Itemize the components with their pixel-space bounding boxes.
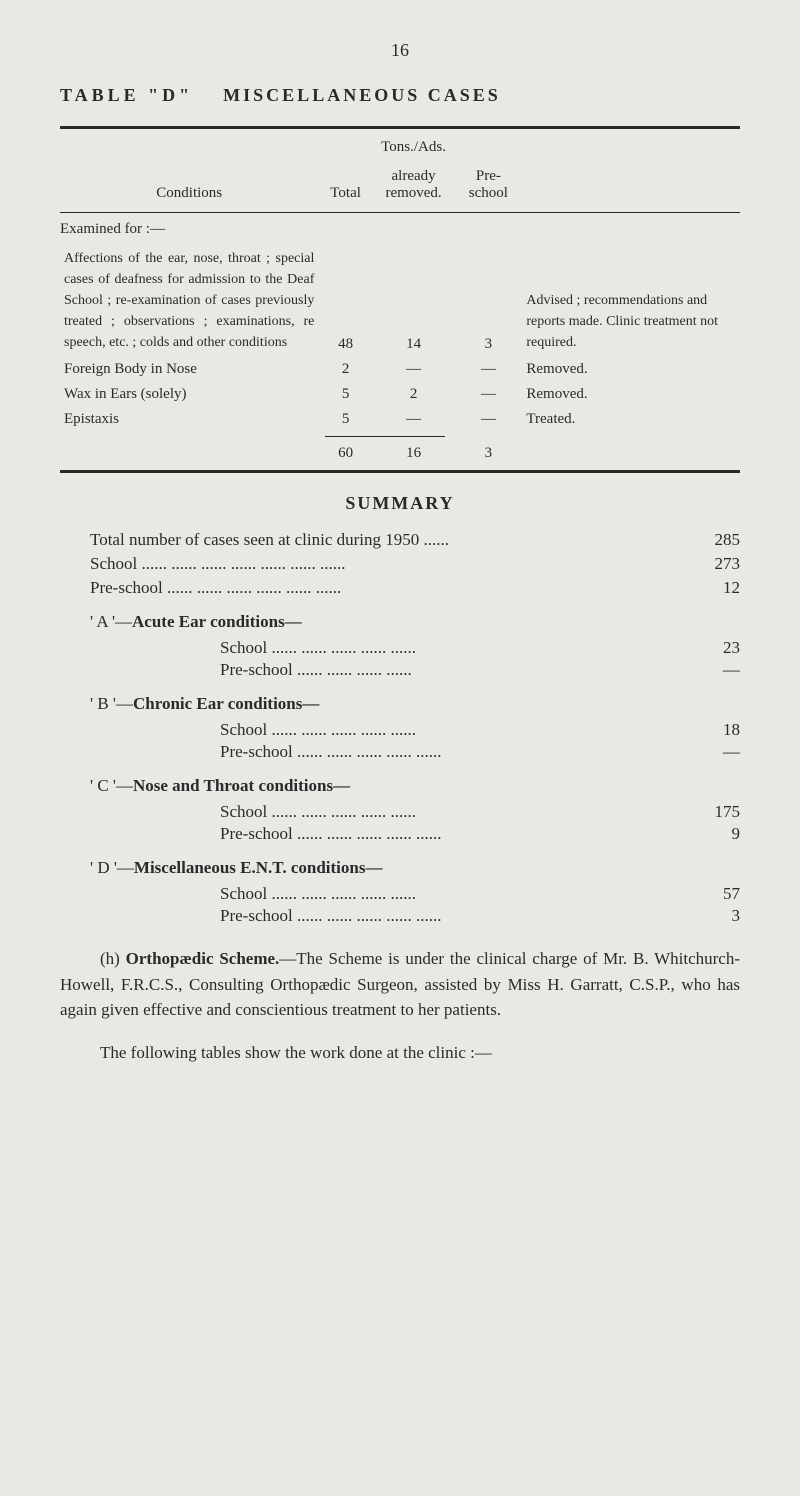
orthopaedic-paragraph: (h) Orthopædic Scheme.—The Scheme is und… [60, 946, 740, 1023]
cat-bold: Miscellaneous E.N.T. conditions— [134, 858, 383, 877]
summary-value: 12 [680, 578, 740, 598]
examined-for-label: Examined for :— [60, 221, 740, 238]
sub-value: — [680, 742, 740, 762]
cat-bold: Chronic Ear conditions— [133, 694, 319, 713]
sub-value: 23 [680, 638, 740, 658]
cell-total: 5 [318, 382, 372, 407]
sub-line: School ...... ...... ...... ...... .....… [60, 884, 740, 904]
cat-prefix: ' B '— [90, 694, 133, 713]
cell-tons-sum: 16 [373, 441, 455, 466]
sub-label: School ...... ...... ...... ...... .....… [220, 802, 680, 822]
closing-paragraph: The following tables show the work done … [60, 1040, 740, 1066]
header-total: Total [318, 133, 372, 208]
table-row: Epistaxis 5 — — Treated. [60, 407, 740, 432]
sub-line: School ...... ...... ...... ...... .....… [60, 802, 740, 822]
title-rest: MISCELLANEOUS CASES [223, 85, 501, 105]
rule-header [60, 212, 740, 213]
sub-line: Pre-school ...... ...... ...... ...... .… [60, 906, 740, 926]
para-h: (h) [100, 949, 126, 968]
cell-condition: Wax in Ears (solely) [60, 382, 318, 407]
cell-pre-sum: 3 [454, 441, 522, 466]
cell-remark: Removed. [522, 382, 740, 407]
totals-row: 60 16 3 [60, 441, 740, 466]
table-row: Wax in Ears (solely) 5 2 — Removed. [60, 382, 740, 407]
sub-value: 9 [680, 824, 740, 844]
sub-label: Pre-school ...... ...... ...... ...... [220, 660, 680, 680]
cell-total-sum: 60 [318, 441, 372, 466]
cat-prefix: ' D '— [90, 858, 134, 877]
sub-label: School ...... ...... ...... ...... .....… [220, 638, 680, 658]
cat-prefix: ' C '— [90, 776, 133, 795]
cell-condition: Foreign Body in Nose [60, 357, 318, 382]
cell-condition: Epistaxis [60, 407, 318, 432]
cell-tons: — [373, 407, 455, 432]
summary-value: 285 [680, 530, 740, 550]
para-bold: Orthopædic Scheme. [126, 949, 280, 968]
sub-label: Pre-school ...... ...... ...... ...... .… [220, 906, 680, 926]
rule-top [60, 126, 740, 129]
summary-line: Pre-school ...... ...... ...... ...... .… [60, 578, 740, 598]
rule-bottom [60, 470, 740, 473]
summary-label: Pre-school ...... ...... ...... ...... .… [90, 578, 680, 598]
sub-label: School ...... ...... ...... ...... .....… [220, 884, 680, 904]
category-header-c: ' C '—Nose and Throat conditions— [90, 776, 740, 796]
cell-pre: — [454, 407, 522, 432]
cell-remark: Removed. [522, 357, 740, 382]
cat-bold: Acute Ear conditions— [132, 612, 302, 631]
summary-label: Total number of cases seen at clinic dur… [90, 530, 680, 550]
cell-remark: Treated. [522, 407, 740, 432]
sub-line: School ...... ...... ...... ...... .....… [60, 720, 740, 740]
summary-label: School ...... ...... ...... ...... .....… [90, 554, 680, 574]
rule-totals-top [325, 436, 445, 437]
data-table-totals: 60 16 3 [60, 441, 740, 466]
header-blank [522, 133, 740, 208]
data-table-body: Affections of the ear, nose, throat ; sp… [60, 244, 740, 432]
header-already-removed: already removed. [373, 162, 455, 208]
sub-value: 175 [680, 802, 740, 822]
cell-blank [522, 441, 740, 466]
cell-tons: 2 [373, 382, 455, 407]
sub-line: School ...... ...... ...... ...... .....… [60, 638, 740, 658]
cat-bold: Nose and Throat conditions— [133, 776, 350, 795]
cell-tons: 14 [373, 244, 455, 357]
sub-line: Pre-school ...... ...... ...... ...... — [60, 660, 740, 680]
summary-title: SUMMARY [60, 493, 740, 514]
header-preschool: Pre-school [454, 133, 522, 208]
cell-tons: — [373, 357, 455, 382]
cell-condition: Affections of the ear, nose, throat ; sp… [60, 244, 318, 357]
data-table: Conditions Total Tons./Ads. Pre-school a… [60, 133, 740, 208]
summary-value: 273 [680, 554, 740, 574]
table-row: Foreign Body in Nose 2 — — Removed. [60, 357, 740, 382]
cat-prefix: ' A '— [90, 612, 132, 631]
cell-blank [60, 441, 318, 466]
sub-value: 3 [680, 906, 740, 926]
summary-line: School ...... ...... ...... ...... .....… [60, 554, 740, 574]
cell-total: 2 [318, 357, 372, 382]
cell-pre: 3 [454, 244, 522, 357]
cell-pre: — [454, 382, 522, 407]
page-container: 16 TABLE "D" MISCELLANEOUS CASES Conditi… [0, 0, 800, 1496]
page-number: 16 [60, 40, 740, 61]
header-conditions: Conditions [60, 133, 318, 208]
category-header-a: ' A '—Acute Ear conditions— [90, 612, 740, 632]
cell-total: 48 [318, 244, 372, 357]
cell-total: 5 [318, 407, 372, 432]
category-header-d: ' D '—Miscellaneous E.N.T. conditions— [90, 858, 740, 878]
sub-label: Pre-school ...... ...... ...... ...... .… [220, 824, 680, 844]
title-prefix: TABLE "D" [60, 85, 193, 105]
sub-value: 57 [680, 884, 740, 904]
sub-value: 18 [680, 720, 740, 740]
sub-value: — [680, 660, 740, 680]
cell-pre: — [454, 357, 522, 382]
summary-line: Total number of cases seen at clinic dur… [60, 530, 740, 550]
sub-label: School ...... ...... ...... ...... .....… [220, 720, 680, 740]
sub-line: Pre-school ...... ...... ...... ...... .… [60, 742, 740, 762]
table-title: TABLE "D" MISCELLANEOUS CASES [60, 85, 740, 106]
table-row: Affections of the ear, nose, throat ; sp… [60, 244, 740, 357]
sub-label: Pre-school ...... ...... ...... ...... .… [220, 742, 680, 762]
header-tons-ads: Tons./Ads. [373, 133, 455, 162]
category-header-b: ' B '—Chronic Ear conditions— [90, 694, 740, 714]
cell-remark: Advised ; recommendations and reports ma… [522, 244, 740, 357]
sub-line: Pre-school ...... ...... ...... ...... .… [60, 824, 740, 844]
